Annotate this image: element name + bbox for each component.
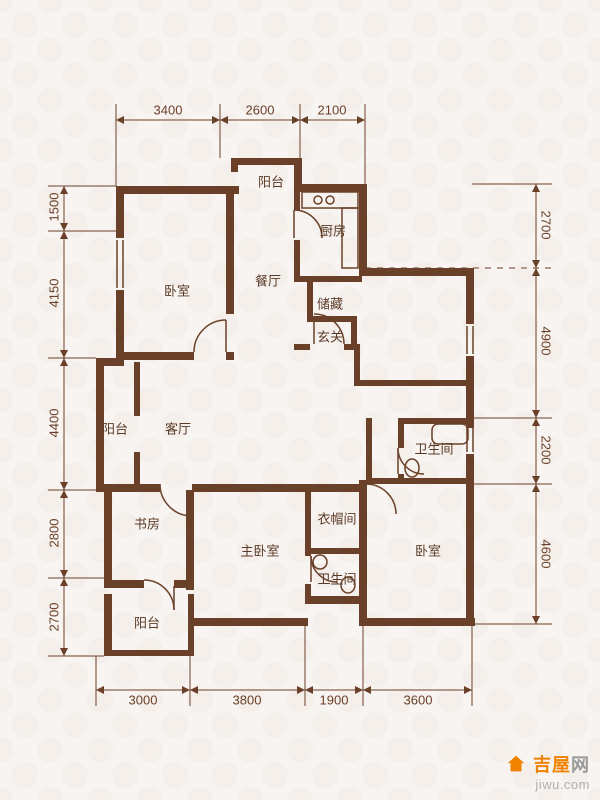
watermark-brand: 吉屋网	[505, 751, 590, 777]
dim-bottom-2: 3800	[233, 693, 262, 708]
dim-left-1: 1500	[47, 193, 62, 222]
page-root: 3400 2600 2100 1500 4150 4400 2800 2700 …	[0, 0, 600, 800]
dim-left-3: 4400	[47, 409, 62, 438]
dim-top-3: 2100	[318, 103, 347, 118]
watermark: 吉屋网 jiwu.com	[505, 751, 590, 792]
room-dining: 餐厅	[255, 271, 281, 290]
room-study: 书房	[134, 514, 160, 533]
room-balcony-s: 阳台	[134, 613, 160, 632]
room-foyer: 玄关	[317, 327, 343, 346]
room-bathroom-1: 卫生间	[414, 439, 453, 458]
room-storage: 储藏	[317, 294, 343, 313]
dim-bottom-4: 3600	[404, 693, 433, 708]
dim-left-5: 2700	[47, 603, 62, 632]
room-bedroom-nw: 卧室	[164, 281, 190, 300]
room-bedroom-e: 卧室	[415, 541, 441, 560]
watermark-brand-grey: 网	[571, 755, 590, 775]
dim-top-2: 2600	[246, 103, 275, 118]
dim-right-3: 2200	[539, 436, 554, 465]
dim-top-1: 3400	[154, 103, 183, 118]
dim-bottom-3: 1900	[320, 693, 349, 708]
watermark-brand-orange: 吉屋	[533, 755, 571, 775]
dim-left-4: 2800	[47, 519, 62, 548]
floor-plan-stage: 3400 2600 2100 1500 4150 4400 2800 2700 …	[0, 0, 600, 800]
room-kitchen: 厨房	[320, 221, 346, 240]
dim-right-1: 2700	[539, 211, 554, 240]
room-balcony-mid: 阳台	[102, 419, 128, 438]
dim-left-2: 4150	[47, 279, 62, 308]
fixtures	[97, 160, 473, 655]
dim-right-2: 4900	[539, 327, 554, 356]
room-master-bedroom: 主卧室	[240, 541, 279, 560]
dim-right-4: 4600	[539, 540, 554, 569]
room-balcony-top: 阳台	[258, 172, 284, 191]
watermark-url: jiwu.com	[505, 777, 590, 792]
room-living: 客厅	[165, 419, 191, 438]
house-icon	[505, 753, 527, 775]
room-closet: 衣帽间	[317, 509, 356, 528]
floor-plan-svg	[0, 0, 600, 800]
dim-bottom-1: 3000	[129, 693, 158, 708]
room-bathroom-2: 卫生间	[317, 569, 356, 588]
